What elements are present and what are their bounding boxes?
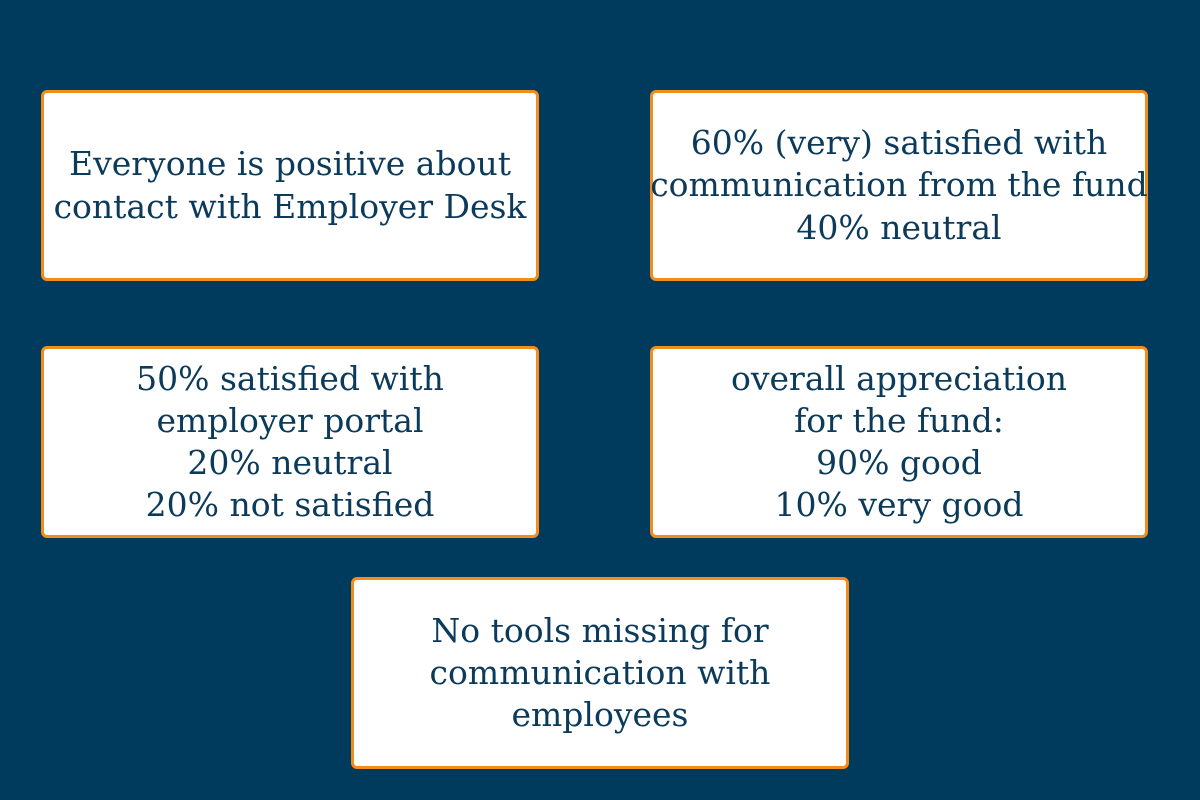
- card-text-line: communication with: [429, 652, 771, 692]
- card-text-line: 60% (very) satisfied with: [690, 123, 1108, 163]
- card-text-line: for the fund:: [794, 400, 1004, 440]
- card-employer-desk: Everyone is positive about contact with …: [41, 90, 539, 281]
- card-fund-communication: 60% (very) satisfied with communication …: [650, 90, 1148, 281]
- card-text-line: No tools missing for: [431, 610, 769, 650]
- card-text-line: 20% not satisfied: [145, 485, 435, 525]
- card-employer-portal: 50% satisfied with employer portal 20% n…: [41, 346, 539, 538]
- card-text-line: 90% good: [816, 443, 982, 482]
- card-overall-appreciation: overall appreciation for the fund: 90% g…: [650, 346, 1148, 538]
- card-text-line: 10% very good: [774, 485, 1024, 525]
- card-text-line: Everyone is positive about: [69, 144, 511, 184]
- card-text-line: 20% neutral: [187, 443, 393, 482]
- card-text-line: contact with Employer Desk: [53, 186, 527, 226]
- card-communication-tools: No tools missing for communication with …: [351, 577, 849, 769]
- card-text-line: employer portal: [156, 400, 424, 440]
- card-text-line: 40% neutral: [796, 207, 1002, 247]
- card-text-line: employees: [511, 695, 689, 735]
- card-text-line: 50% satisfied with: [136, 358, 444, 398]
- card-text-line: overall appreciation: [731, 358, 1067, 398]
- card-text-line: communication from the fund: [650, 165, 1148, 205]
